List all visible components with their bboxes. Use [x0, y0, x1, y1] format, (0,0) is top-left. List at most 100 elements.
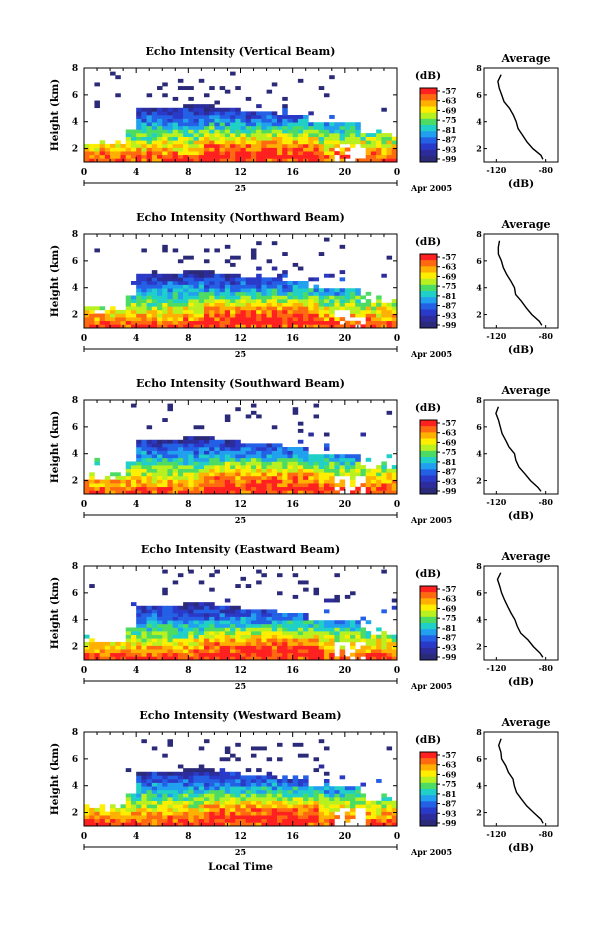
heatmap-cell [318, 800, 325, 805]
heatmap-cell [386, 818, 393, 823]
heatmap-cell [104, 483, 111, 488]
heatmap-cell [360, 631, 366, 635]
heatmap-cell [271, 638, 278, 643]
heatmap-cell [125, 631, 132, 635]
heatmap-cell [292, 573, 299, 578]
heatmap-cell [277, 143, 283, 148]
heatmap-cell [209, 122, 215, 127]
heatmap-cell [365, 800, 372, 805]
heatmap-cell [130, 800, 137, 805]
heatmap-cell [292, 797, 299, 801]
heatmap-cell [104, 490, 111, 495]
heatmap-cell [313, 129, 320, 134]
heatmap-cell [266, 122, 273, 127]
heatmap-cell [245, 122, 252, 127]
heatmap-cell [167, 479, 173, 484]
heatmap-cell [177, 147, 184, 152]
heatmap-cell [292, 288, 299, 293]
y-tick-label: 8 [72, 396, 78, 406]
heatmap-cell [177, 800, 184, 805]
heatmap-cell [381, 133, 387, 137]
heatmap-cell [99, 656, 106, 661]
heatmap-cell [308, 475, 314, 480]
heatmap-cell [151, 490, 158, 495]
heatmap-cell [219, 136, 226, 141]
heatmap-cell [141, 815, 147, 820]
heatmap-cell [151, 815, 158, 820]
heatmap-cell [381, 641, 387, 646]
heatmap-cell [297, 281, 304, 285]
heatmap-cell [130, 472, 137, 477]
heatmap-cell [209, 461, 215, 466]
heatmap-cell [370, 151, 377, 156]
heatmap-cell [151, 475, 158, 480]
heatmap-cell [277, 129, 283, 134]
heatmap-cell [376, 779, 382, 783]
heatmap-cell [183, 634, 189, 639]
heatmap-cell [360, 645, 366, 650]
heatmap-cell [188, 807, 194, 812]
heatmap-cell [360, 136, 366, 141]
heatmap-cell [209, 652, 215, 657]
y-tick-label: 6 [72, 423, 78, 433]
colorbar-swatch [420, 321, 437, 329]
heatmap-cell [303, 118, 309, 123]
heatmap-cell [167, 273, 173, 278]
heatmap-cell [99, 641, 106, 646]
heatmap-cell [219, 324, 226, 329]
heatmap-cell [261, 638, 267, 643]
heatmap-cell [209, 486, 215, 491]
heatmap-cell [308, 479, 314, 484]
heatmap-cell [308, 457, 314, 462]
heatmap-cell [303, 634, 309, 639]
heatmap-cell [235, 125, 241, 130]
heatmap-cell [329, 638, 335, 643]
heatmap-cell [177, 136, 184, 141]
heatmap-cell [151, 158, 158, 163]
heatmap-cell [151, 468, 158, 473]
heatmap-cell [183, 277, 189, 282]
heatmap-cell [188, 468, 194, 473]
heatmap-cell [115, 472, 121, 477]
heatmap-cell [313, 645, 320, 650]
heatmap-cell [136, 638, 142, 643]
heatmap-cell [360, 797, 366, 801]
heatmap-cell [235, 86, 241, 90]
heatmap-cell [183, 479, 189, 484]
heatmap-cell [365, 457, 372, 462]
heatmap-cell [183, 793, 189, 798]
heatmap-cell [344, 140, 351, 145]
heatmap-cell [365, 302, 372, 307]
heatmap-cell [266, 641, 273, 646]
heatmap-cell [224, 479, 231, 484]
heatmap-cell [292, 320, 299, 325]
heatmap-cell [151, 154, 158, 159]
heatmap-cell [198, 623, 205, 628]
heatmap-cell [130, 602, 137, 607]
heatmap-cell [303, 468, 309, 473]
heatmap-cell [344, 320, 351, 325]
heatmap-cell [188, 436, 194, 441]
heatmap-cell [303, 807, 309, 812]
heatmap-cell [136, 815, 142, 820]
heatmap-cell [266, 143, 273, 148]
heatmap-cell [146, 652, 153, 657]
heatmap-cell [151, 133, 158, 137]
heatmap-cell [271, 645, 278, 650]
heatmap-cell [157, 620, 163, 625]
heatmap-cell [230, 804, 236, 809]
heatmap-cell [261, 479, 267, 484]
heatmap-cell [183, 147, 189, 152]
heatmap-cell [287, 656, 293, 661]
heatmap-cell [188, 129, 194, 134]
heatmap-cell [376, 465, 382, 469]
heatmap-cell [125, 627, 132, 632]
heatmap-cell [240, 627, 247, 632]
heatmap-cell [344, 154, 351, 159]
heatmap-cell [214, 309, 220, 314]
heatmap-cell [151, 609, 158, 614]
heatmap-cell [334, 288, 340, 293]
heatmap-cell [219, 111, 226, 116]
heatmap-cell [203, 815, 210, 820]
heatmap-cell [198, 306, 205, 311]
